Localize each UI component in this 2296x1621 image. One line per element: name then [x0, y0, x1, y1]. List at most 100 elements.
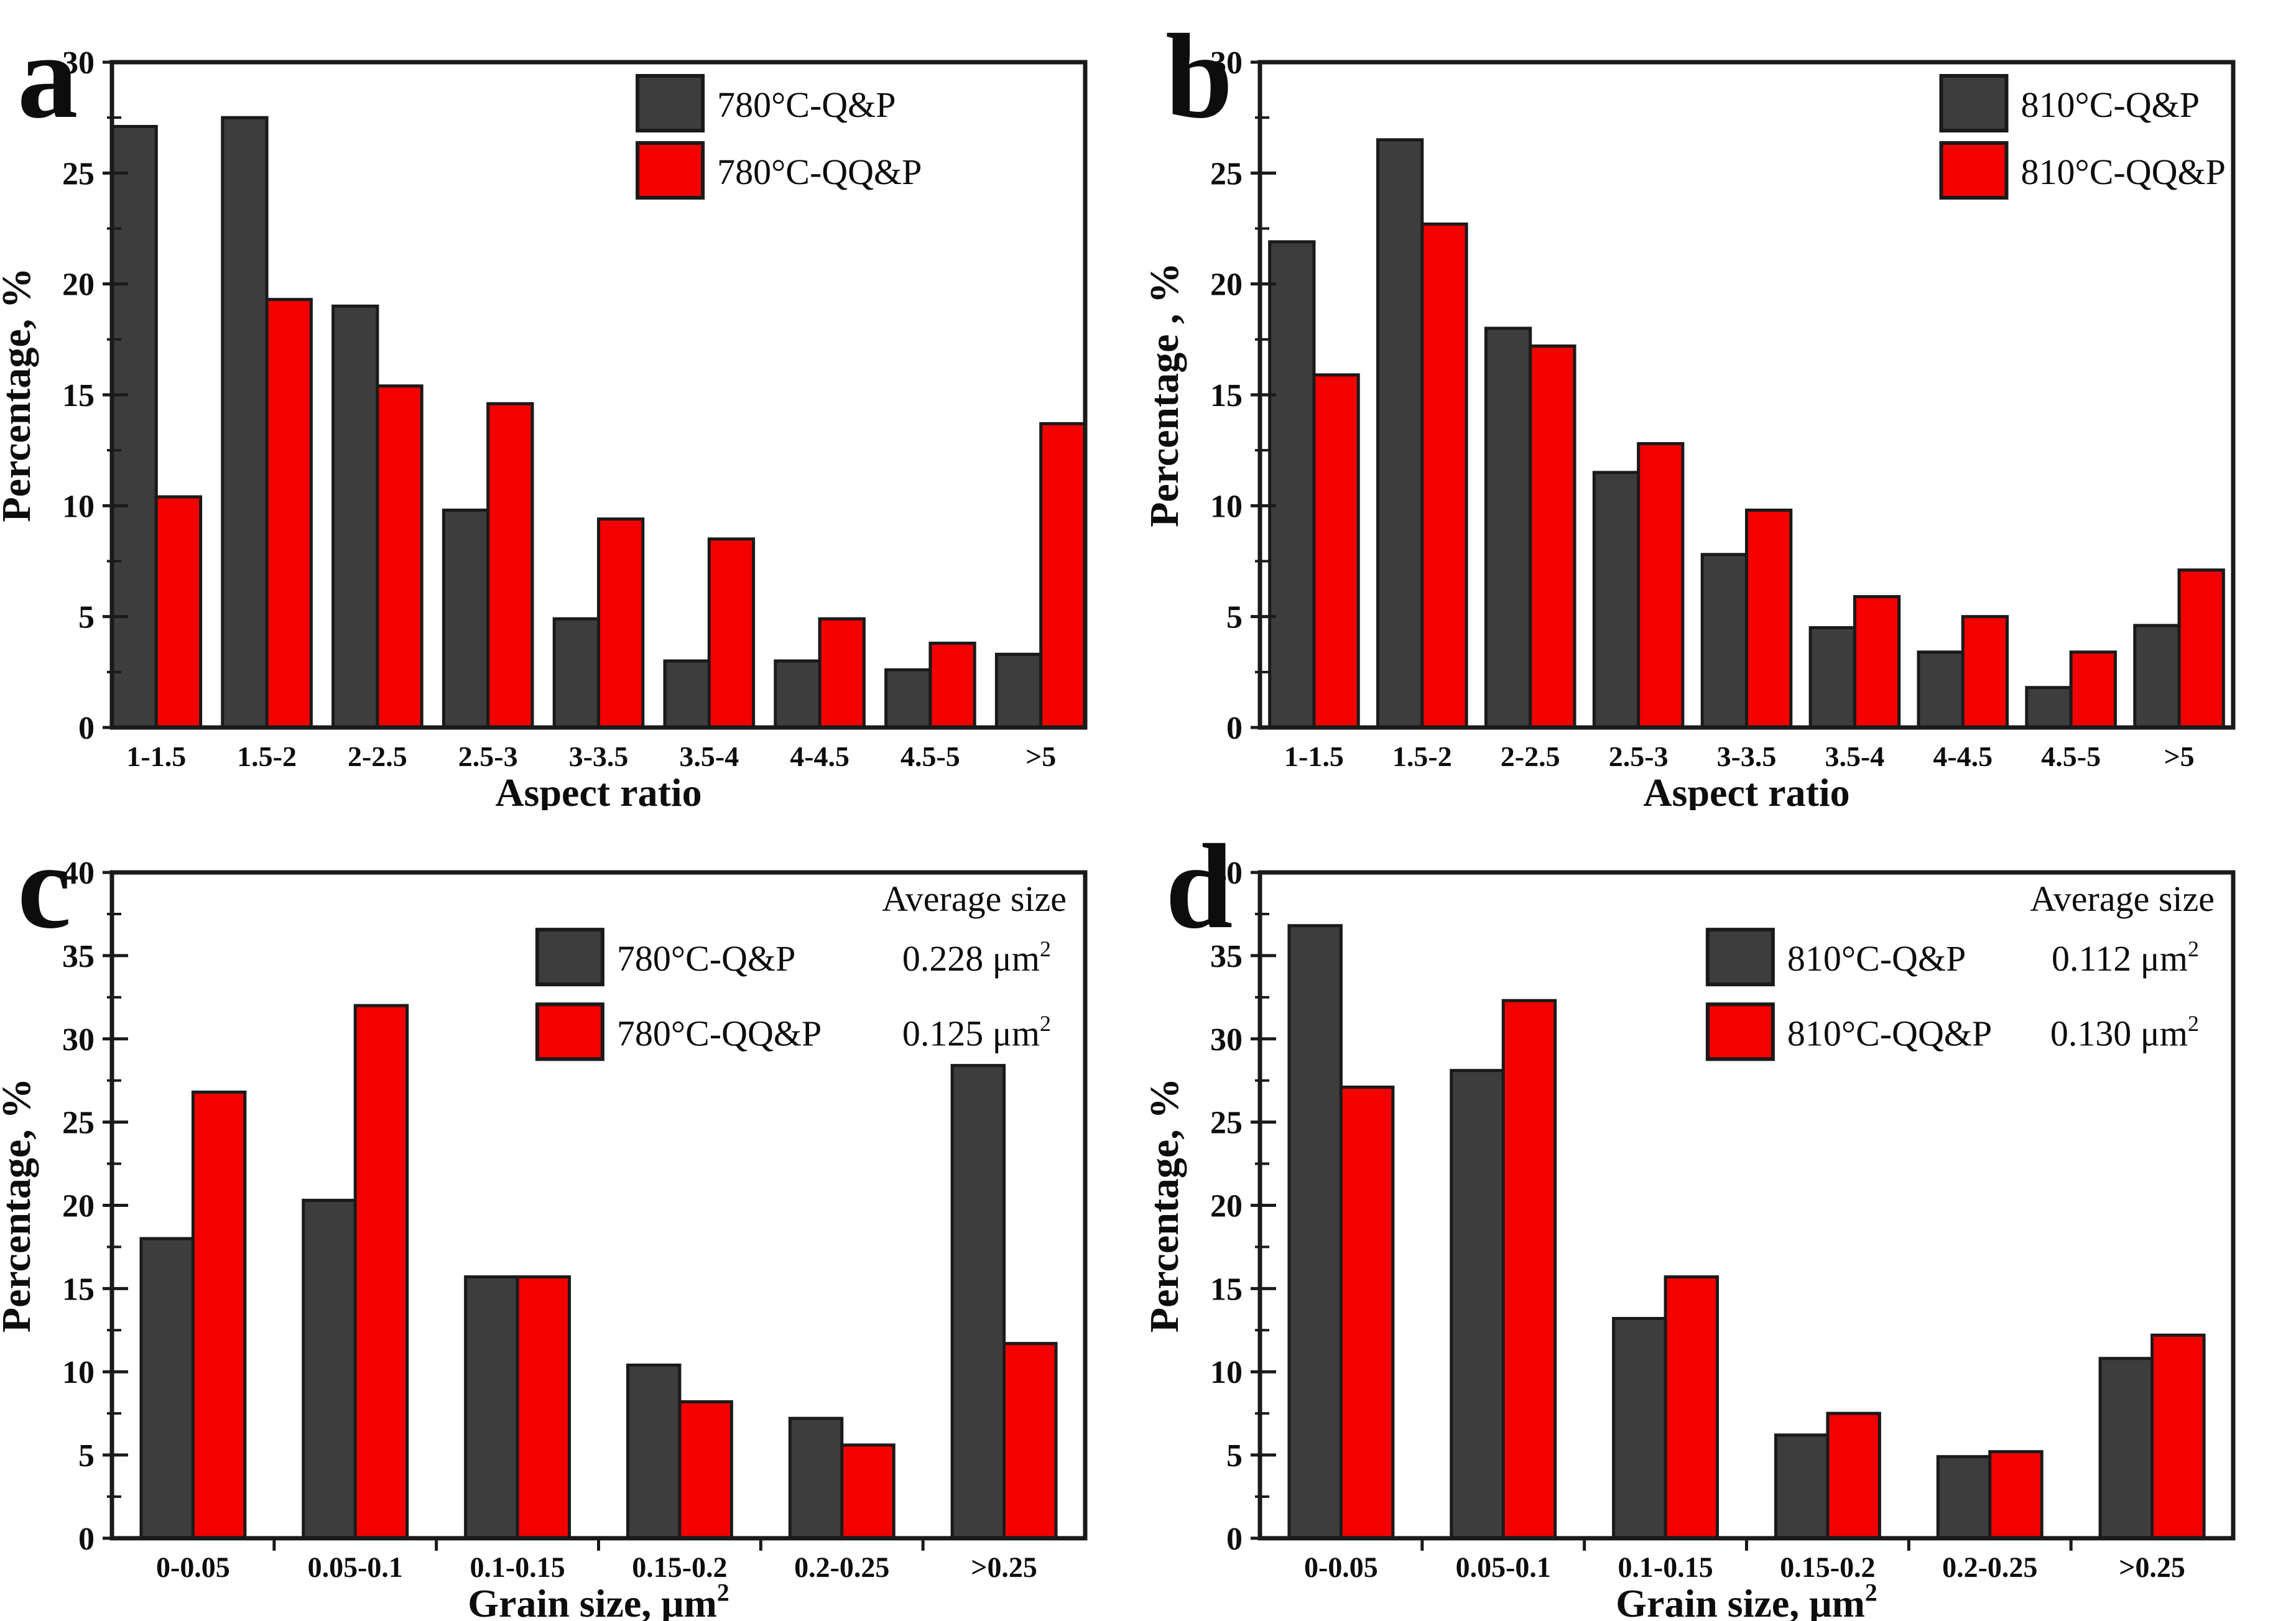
x-category-label-c: >0.25 — [971, 1551, 1037, 1583]
bar-d-0.05-0.1-qp — [1450, 1069, 1505, 1540]
x-category-label-b: 4.5-5 — [2041, 741, 2101, 772]
panel-b: 0 5 10 15 20 25 30 1-1.5 1.5-2 2-2.5 2.5-3 3-3.5 3.5… — [1148, 0, 2296, 810]
bar-b->5-qqp — [2177, 568, 2225, 729]
bar-b-3.5-4-qp — [1808, 626, 1856, 729]
y-tick-label-c: 40 — [62, 856, 95, 891]
x-axis-label-a: Aspect ratio — [495, 770, 701, 810]
y-tick-label-b: 30 — [1210, 45, 1243, 81]
y-tick-label-c: 20 — [62, 1188, 95, 1224]
panel-d-chart: 0 5 10 15 20 25 30 35 40 0-0.05 0.05-0.1 0.1-0.15 0.… — [1148, 820, 2236, 1621]
bar-c-0-0.05-qp — [139, 1237, 195, 1540]
bar-b-3-3.5-qp — [1700, 553, 1749, 729]
bar-b-1-1.5-qqp — [1312, 373, 1360, 729]
y-axis-label-c: Percentage, % — [0, 1078, 39, 1333]
y-tick-label-a: 0 — [78, 711, 95, 746]
panel-letter-a: a — [17, 9, 78, 144]
bar-c-0.2-0.25-qp — [788, 1416, 844, 1540]
x-category-label-a: 2.5-3 — [458, 741, 518, 772]
legend-average-value-c-qp: 0.228 μm2 — [902, 936, 1051, 979]
y-tick-label-b: 5 — [1226, 600, 1243, 635]
bar-d-0.2-0.25-qqp — [1988, 1450, 2044, 1540]
bar-a-3-3.5-qp — [552, 617, 601, 729]
legend-average-value-c-qqp: 0.125 μm2 — [902, 1011, 1051, 1053]
bar-d-0-0.05-qp — [1287, 924, 1343, 1540]
bar-d-0.15-0.2-qqp — [1826, 1411, 1881, 1540]
x-category-label-b: 2.5-3 — [1609, 741, 1669, 772]
x-category-label-c: 0-0.05 — [156, 1551, 230, 1583]
bar-b-2.5-3-qp — [1592, 471, 1641, 729]
bar-a-2-2.5-qp — [331, 304, 379, 729]
x-category-label-d: >0.25 — [2119, 1551, 2185, 1583]
bar-d-0.2-0.25-qp — [1936, 1455, 1992, 1540]
panel-c: 0 5 10 15 20 25 30 35 40 0-0.05 0.05-0.1 0.1-0.15 0.… — [0, 810, 1148, 1621]
x-category-label-c: 0.2-0.25 — [794, 1551, 889, 1583]
legend-average-header-d: Average size — [2030, 879, 2215, 919]
y-tick-label-d: 30 — [1210, 1022, 1243, 1058]
bar-c-0.05-0.1-qqp — [353, 1004, 409, 1540]
legend-swatch-b-qp — [1939, 74, 2009, 132]
y-tick-label-d: 20 — [1210, 1188, 1243, 1224]
bar-a-1-1.5-qp — [110, 124, 158, 729]
legend-average-value-d-qp: 0.112 μm2 — [2052, 936, 2199, 979]
panel-letter-c: c — [17, 820, 72, 954]
legend-swatch-b-qqp — [1939, 141, 2009, 200]
bar-b-4.5-5-qqp — [2069, 650, 2117, 729]
x-category-label-d: 0-0.05 — [1304, 1551, 1378, 1583]
bar-a-2.5-3-qqp — [486, 402, 534, 729]
x-category-label-c: 0.05-0.1 — [308, 1551, 403, 1583]
bar-b-3.5-4-qqp — [1853, 595, 1901, 729]
bar-b-4-4.5-qqp — [1961, 615, 2009, 729]
bar-a-4-4.5-qp — [774, 659, 822, 729]
bar-a-4.5-5-qqp — [928, 641, 976, 729]
legend-label-a-qqp: 780°C-QQ&P — [717, 152, 922, 192]
x-category-label-a: 1.5-2 — [237, 741, 297, 772]
bar-c-0.15-0.2-qqp — [678, 1400, 733, 1540]
x-axis-label-c: Grain size, μm2 — [468, 1579, 729, 1621]
y-tick-label-c: 0 — [78, 1522, 95, 1557]
bar-b-1.5-2-qqp — [1420, 222, 1468, 729]
y-axis-label-d: Percentage, % — [1148, 1078, 1187, 1333]
legend-label-d-qqp: 810°C-QQ&P — [1787, 1013, 1992, 1053]
bar-c-0.1-0.15-qqp — [516, 1275, 572, 1540]
panel-a: 0 5 10 15 20 25 30 1-1.5 1.5-2 2-2.5 2.5-3 3-3.5 3.5… — [0, 0, 1148, 810]
legend-label-a-qp: 780°C-Q&P — [717, 85, 896, 125]
bar-a-2-2.5-qqp — [376, 384, 424, 729]
y-tick-label-b: 25 — [1210, 156, 1243, 192]
x-category-label-d: 0.1-0.15 — [1618, 1551, 1713, 1583]
x-category-label-b: 1.5-2 — [1392, 741, 1452, 772]
panel-d: 0 5 10 15 20 25 30 35 40 0-0.05 0.05-0.1 0.1-0.15 0.… — [1148, 810, 2296, 1621]
bar-c-0.1-0.15-qp — [464, 1275, 519, 1540]
bar-c->0.25-qp — [950, 1064, 1006, 1540]
y-tick-label-c: 35 — [62, 939, 95, 974]
bar-a-3.5-4-qp — [663, 659, 711, 729]
bar-d->0.25-qqp — [2150, 1333, 2206, 1540]
bar-a-2.5-3-qp — [442, 508, 490, 729]
bar-c-0-0.05-qqp — [191, 1090, 247, 1540]
panel-b-chart: 0 5 10 15 20 25 30 1-1.5 1.5-2 2-2.5 2.5-3 3-3.5 3.5… — [1148, 9, 2236, 810]
bar-d-0.1-0.15-qp — [1612, 1317, 1667, 1540]
bar-a-1.5-2-qp — [221, 116, 269, 729]
legend-label-c-qp: 780°C-Q&P — [617, 938, 795, 979]
y-tick-label-a: 25 — [62, 156, 95, 192]
bar-d-0-0.05-qqp — [1339, 1085, 1395, 1540]
x-category-label-b: 3-3.5 — [1717, 741, 1777, 772]
bar-a-4.5-5-qp — [884, 668, 932, 729]
bar-a-4-4.5-qqp — [818, 617, 866, 729]
bar-b-1.5-2-qp — [1376, 138, 1424, 729]
x-category-label-a: 3-3.5 — [569, 741, 629, 772]
panel-a-chart: 0 5 10 15 20 25 30 1-1.5 1.5-2 2-2.5 2.5-3 3-3.5 3.5… — [0, 9, 1088, 810]
bar-a-3.5-4-qqp — [707, 537, 756, 729]
y-tick-label-a: 20 — [62, 267, 95, 303]
y-tick-label-a: 5 — [78, 600, 95, 635]
x-category-label-a: 2-2.5 — [348, 741, 407, 772]
y-tick-label-d: 25 — [1210, 1106, 1243, 1141]
bar-b-2-2.5-qqp — [1529, 344, 1576, 729]
bar-b-3-3.5-qqp — [1745, 508, 1793, 729]
y-tick-label-c: 30 — [62, 1022, 95, 1058]
panel-letter-d: d — [1165, 820, 1233, 954]
x-category-label-b: 2-2.5 — [1501, 741, 1560, 772]
legend-swatch-a-qqp — [636, 141, 705, 200]
bar-b-4-4.5-qp — [1917, 650, 1965, 729]
y-tick-label-a: 15 — [62, 378, 95, 413]
